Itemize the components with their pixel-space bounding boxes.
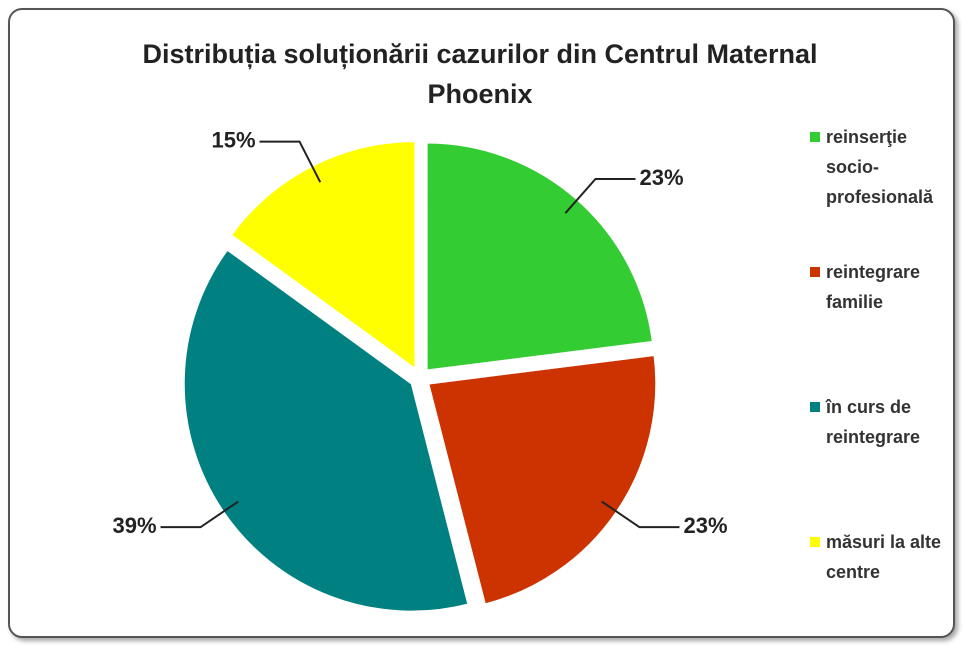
- data-label: 23%: [639, 165, 683, 190]
- leader-line: [259, 140, 322, 183]
- leader-line: [601, 500, 680, 529]
- chart-title: Distribuția soluționării cazurilor din C…: [142, 39, 818, 109]
- leader-line: [160, 500, 239, 529]
- data-label: 15%: [211, 127, 255, 152]
- data-label: 23%: [683, 513, 727, 538]
- legend-swatch: [810, 132, 820, 142]
- legend-swatch: [810, 402, 820, 412]
- legend-swatch: [810, 267, 820, 277]
- legend-swatch: [810, 537, 820, 547]
- legend-label: reintegrare familie: [826, 262, 921, 312]
- leader-line: [564, 177, 636, 214]
- legend-label: măsuri la alte centre: [826, 532, 942, 582]
- legend-label: reinserţie socio-profesională: [826, 127, 934, 207]
- legend-label: în curs de reintegrare: [826, 397, 921, 447]
- pie-slice: [425, 141, 654, 372]
- pie-slice: [427, 353, 658, 606]
- data-label: 39%: [112, 513, 156, 538]
